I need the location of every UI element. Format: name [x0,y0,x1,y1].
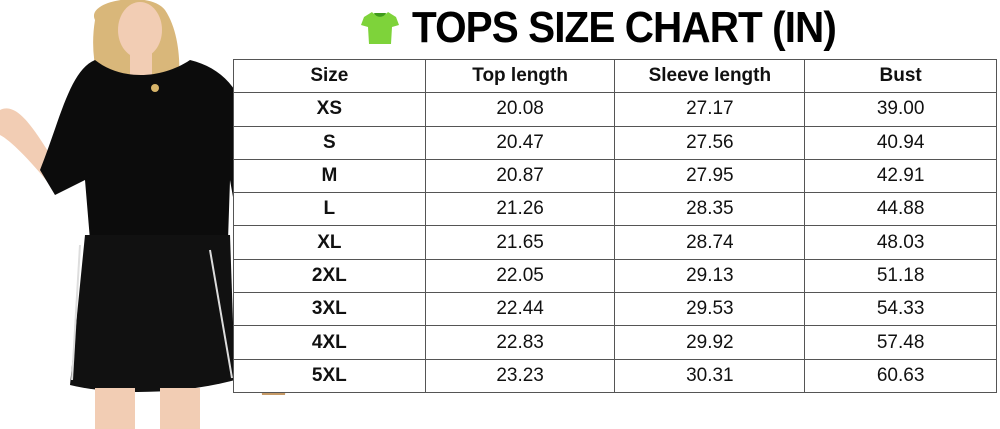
cell-top-length: 22.05 [424,258,616,294]
table-row: 4XL 22.83 29.92 57.48 [233,325,997,360]
table-row: 5XL 23.23 30.31 60.63 [233,358,997,393]
cell-size: 3XL [233,292,426,327]
cell-bust: 39.00 [804,92,997,127]
cell-size: 4XL [233,325,426,360]
cell-sleeve-length: 28.74 [614,225,806,260]
table-row: S 20.47 27.56 40.94 [233,125,997,160]
table-row: 2XL 22.05 29.13 51.18 [233,258,997,294]
size-chart-table: Size Top length Sleeve length Bust XS 20.… [233,58,997,393]
cell-size: S [233,125,426,160]
header-size: Size [233,58,426,94]
cell-sleeve-length: 27.95 [614,158,806,194]
cell-bust: 48.03 [804,225,997,260]
cell-size: 5XL [233,358,426,393]
table-row: 3XL 22.44 29.53 54.33 [233,292,997,327]
cell-sleeve-length: 29.13 [614,258,806,294]
cell-bust: 40.94 [804,125,997,160]
title-text: TOPS SIZE CHART (IN) [412,3,837,52]
table-row: L 21.26 28.35 44.88 [233,192,997,227]
cell-size: L [233,192,426,227]
tshirt-icon [361,12,399,44]
cell-size: XS [233,92,426,127]
cell-bust: 42.91 [804,158,997,194]
cell-sleeve-length: 27.17 [614,92,806,127]
cell-sleeve-length: 27.56 [614,125,806,160]
model-photo [0,0,290,429]
table-row: XL 21.65 28.74 48.03 [233,225,997,260]
cell-sleeve-length: 28.35 [614,192,806,227]
cell-sleeve-length: 30.31 [614,358,806,393]
header-bust: Bust [804,58,997,94]
header-sleeve-length: Sleeve length [614,58,806,94]
cell-bust: 51.18 [804,258,997,294]
cell-bust: 57.48 [804,325,997,360]
cell-sleeve-length: 29.53 [614,292,806,327]
cell-top-length: 20.47 [424,125,616,160]
cell-bust: 44.88 [804,192,997,227]
cell-top-length: 20.87 [424,158,616,194]
cell-top-length: 21.65 [424,225,616,260]
cell-size: XL [233,225,426,260]
header-row: Size Top length Sleeve length Bust [233,58,997,94]
cell-size: 2XL [233,258,426,294]
cell-top-length: 22.44 [424,292,616,327]
cell-top-length: 22.83 [424,325,616,360]
cell-sleeve-length: 29.92 [614,325,806,360]
table-row: M 20.87 27.95 42.91 [233,158,997,194]
cell-top-length: 20.08 [424,92,616,127]
header-top-length: Top length [424,58,616,94]
cell-top-length: 21.26 [424,192,616,227]
chart-title: TOPS SIZE CHART (IN) [360,2,873,54]
cell-size: M [233,158,426,194]
cell-top-length: 23.23 [424,358,616,393]
cell-bust: 60.63 [804,358,997,393]
table-row: XS 20.08 27.17 39.00 [233,92,997,127]
cell-bust: 54.33 [804,292,997,327]
